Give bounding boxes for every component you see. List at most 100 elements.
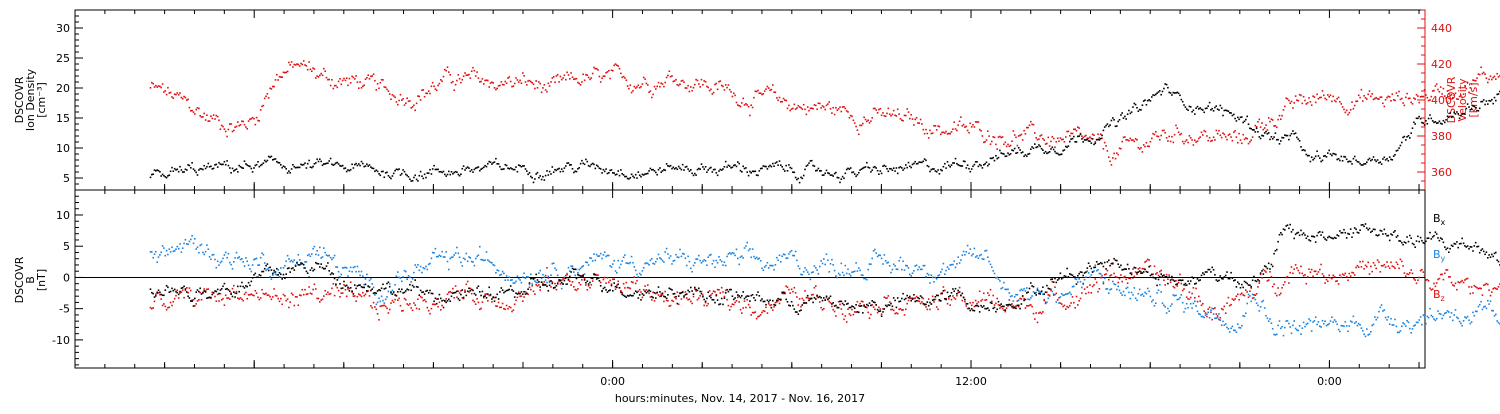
by-point bbox=[609, 265, 611, 267]
by-point bbox=[843, 275, 845, 277]
velocity-point bbox=[209, 120, 211, 122]
velocity-point bbox=[748, 106, 750, 108]
density-point bbox=[432, 168, 434, 170]
density-point bbox=[1374, 159, 1376, 161]
velocity-point bbox=[1323, 95, 1325, 97]
by-point bbox=[1466, 317, 1468, 319]
density-point bbox=[171, 167, 173, 169]
velocity-point bbox=[1410, 102, 1412, 104]
velocity-point bbox=[523, 75, 525, 77]
y-tick-label: 25 bbox=[56, 52, 70, 65]
by-point bbox=[819, 266, 821, 268]
velocity-point bbox=[619, 68, 621, 70]
bz-point bbox=[1218, 319, 1220, 321]
by-point bbox=[913, 270, 915, 272]
density-point bbox=[1366, 161, 1368, 163]
velocity-point bbox=[357, 81, 359, 83]
density-point bbox=[1185, 106, 1187, 108]
by-point bbox=[1162, 302, 1164, 304]
velocity-point bbox=[650, 90, 652, 92]
by-point bbox=[1136, 300, 1138, 302]
by-point bbox=[271, 278, 273, 280]
density-point bbox=[679, 167, 681, 169]
density-point bbox=[439, 171, 441, 173]
velocity-point bbox=[655, 88, 657, 90]
density-point bbox=[183, 171, 185, 173]
by-point bbox=[1130, 298, 1132, 300]
bz-point bbox=[1041, 313, 1043, 315]
velocity-point bbox=[1471, 83, 1473, 85]
by-point bbox=[986, 250, 988, 252]
velocity-point bbox=[167, 87, 169, 89]
velocity-point bbox=[414, 110, 416, 112]
by-point bbox=[748, 250, 750, 252]
bz-point bbox=[1068, 307, 1070, 309]
velocity-point bbox=[373, 73, 375, 75]
bz-point bbox=[1135, 271, 1137, 273]
velocity-point bbox=[1496, 73, 1498, 75]
density-point bbox=[1295, 132, 1297, 134]
by-point bbox=[279, 276, 281, 278]
velocity-point bbox=[1064, 141, 1066, 143]
density-point bbox=[537, 172, 539, 174]
velocity-point bbox=[162, 83, 164, 85]
density-point bbox=[405, 174, 407, 176]
velocity-point bbox=[1181, 133, 1183, 135]
density-point bbox=[839, 182, 841, 184]
velocity-point bbox=[1385, 99, 1387, 101]
by-point bbox=[1264, 307, 1266, 309]
density-point bbox=[371, 167, 373, 169]
density-point bbox=[705, 166, 707, 168]
density-point bbox=[717, 175, 719, 177]
by-point bbox=[585, 261, 587, 263]
density-point bbox=[875, 167, 877, 169]
bz-point bbox=[316, 298, 318, 300]
by-point bbox=[1417, 322, 1419, 324]
bz-point bbox=[925, 306, 927, 308]
density-point bbox=[1318, 155, 1320, 157]
by-point bbox=[1377, 317, 1379, 319]
density-point bbox=[638, 171, 640, 173]
velocity-point bbox=[1491, 79, 1493, 81]
by-point bbox=[619, 267, 621, 269]
by-point bbox=[1113, 283, 1115, 285]
velocity-point bbox=[413, 105, 415, 107]
velocity-point bbox=[1288, 100, 1290, 102]
by-point bbox=[694, 262, 696, 264]
density-point bbox=[1338, 158, 1340, 160]
velocity-point bbox=[1194, 139, 1196, 141]
by-point bbox=[1410, 332, 1412, 334]
bz-point bbox=[1341, 277, 1343, 279]
density-point bbox=[640, 176, 642, 178]
velocity-point bbox=[1111, 164, 1113, 166]
by-point bbox=[285, 260, 287, 262]
velocity-point bbox=[337, 87, 339, 89]
by-point bbox=[582, 265, 584, 267]
density-point bbox=[613, 172, 615, 174]
by-point bbox=[420, 266, 422, 268]
by-point bbox=[171, 247, 173, 249]
y-tick-label: 30 bbox=[56, 22, 70, 35]
velocity-point bbox=[736, 102, 738, 104]
by-point bbox=[916, 265, 918, 267]
density-point bbox=[1237, 117, 1239, 119]
velocity-point bbox=[1021, 134, 1023, 136]
density-point bbox=[951, 164, 953, 166]
density-point bbox=[1111, 120, 1113, 122]
by-point bbox=[1029, 299, 1031, 301]
velocity-point bbox=[916, 117, 918, 119]
density-point bbox=[1025, 154, 1027, 156]
density-point bbox=[431, 173, 433, 175]
density-point bbox=[1163, 88, 1165, 90]
bz-point bbox=[1181, 283, 1183, 285]
velocity-point bbox=[1193, 144, 1195, 146]
density-point bbox=[1386, 158, 1388, 160]
by-point bbox=[966, 251, 968, 253]
bz-point bbox=[467, 281, 469, 283]
density-point bbox=[256, 164, 258, 166]
density-point bbox=[1103, 130, 1105, 132]
by-point bbox=[820, 260, 822, 262]
by-point bbox=[960, 259, 962, 261]
density-point bbox=[1353, 158, 1355, 160]
density-point bbox=[331, 164, 333, 166]
